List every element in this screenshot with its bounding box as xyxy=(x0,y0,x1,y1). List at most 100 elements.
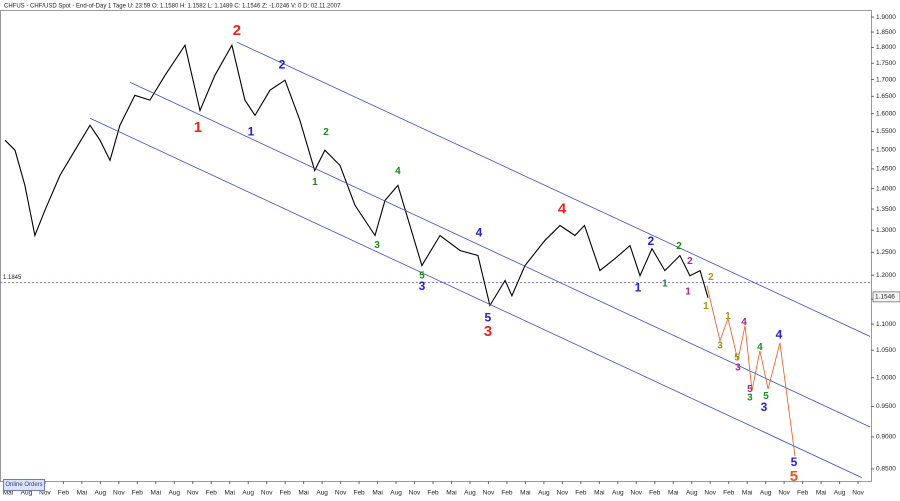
wave-label: 2 xyxy=(708,272,714,283)
x-tick-label: Aug xyxy=(612,490,624,497)
wave-label: 1 xyxy=(248,124,255,138)
x-tick-label: Mai xyxy=(816,490,826,497)
wave-label: 5 xyxy=(763,391,769,402)
x-tick-label: Feb xyxy=(427,490,439,497)
wave-label: 3 xyxy=(747,392,753,403)
y-tick-label: 1.8500 xyxy=(876,29,896,36)
x-tick-label: Mai xyxy=(594,490,604,497)
x-tick-label: Aug xyxy=(760,490,772,497)
x-tick-label: Aug xyxy=(95,490,107,497)
wave-label: 3 xyxy=(484,323,492,340)
wave-label: 2 xyxy=(648,234,655,248)
y-tick-label: 0.8500 xyxy=(876,466,896,473)
wave-label: 3 xyxy=(717,341,723,352)
y-tick-label: 0.9000 xyxy=(876,434,896,441)
wave-label: 3 xyxy=(735,362,741,373)
wave-label: 1 xyxy=(635,281,642,295)
y-tick-label: 1.2500 xyxy=(876,249,896,256)
reference-label: 1.1845 xyxy=(3,275,22,281)
x-tick-label: Feb xyxy=(353,490,365,497)
y-tick-label: 0.9500 xyxy=(876,403,896,410)
x-tick-label: Aug xyxy=(390,490,402,497)
x-tick-label: Aug xyxy=(316,490,328,497)
plot-frame xyxy=(0,10,872,482)
y-tick-label: 1.9000 xyxy=(876,14,896,21)
wave-label: 3 xyxy=(761,400,768,414)
wave-label: 3 xyxy=(374,240,380,251)
x-tick-label: Nov xyxy=(704,490,716,497)
x-tick-label: Mai xyxy=(668,490,678,497)
y-tick-label: 1.7000 xyxy=(876,76,896,83)
x-tick-label: Nov xyxy=(261,490,273,497)
x-tick-label: Feb xyxy=(206,490,218,497)
wave-label: 2 xyxy=(676,241,682,252)
x-tick-label: Aug xyxy=(168,490,180,497)
y-tick-label: 1.3500 xyxy=(876,206,896,213)
y-tick-label: 1.3000 xyxy=(876,227,896,234)
online-orders-button[interactable]: Online Orders xyxy=(3,479,45,491)
x-tick-label: Aug xyxy=(242,490,254,497)
x-tick-label: Feb xyxy=(649,490,661,497)
x-tick-label: Mai xyxy=(372,490,382,497)
x-tick-label: Aug xyxy=(834,490,846,497)
x-tick-label: Aug xyxy=(686,490,698,497)
y-tick-label: 1.8000 xyxy=(876,44,896,51)
last-price-label: 1.1546 xyxy=(875,294,895,301)
y-tick-label: 1.0500 xyxy=(876,347,896,354)
y-tick-label: 1.2000 xyxy=(876,272,896,279)
wave-label: 1 xyxy=(685,287,691,298)
wave-label: 1 xyxy=(725,311,731,322)
wave-label: 2 xyxy=(687,256,693,267)
x-tick-label: Mai xyxy=(446,490,456,497)
x-tick-label: Mai xyxy=(3,490,13,497)
x-tick-label: Feb xyxy=(132,490,144,497)
wave-label: 5 xyxy=(790,468,798,485)
x-tick-label: Nov xyxy=(852,490,864,497)
wave-label: 2 xyxy=(279,57,286,71)
x-tick-label: Nov xyxy=(335,490,347,497)
x-tick-label: Aug xyxy=(464,490,476,497)
wave-label: 2 xyxy=(233,22,241,39)
wave-label: 5 xyxy=(419,270,425,281)
y-tick-label: 1.6000 xyxy=(876,110,896,117)
x-tick-label: Nov xyxy=(187,490,199,497)
last-price-box xyxy=(872,291,900,303)
chart-header: CHFUS - CHF/USD Spot - End-of-Day 1 Tage… xyxy=(4,4,341,10)
wave-label: 1 xyxy=(194,119,202,136)
series-line xyxy=(129,81,871,428)
wave-label: 1 xyxy=(312,177,318,188)
x-tick-label: Feb xyxy=(575,490,587,497)
x-tick-label: Feb xyxy=(280,490,292,497)
wave-label: 4 xyxy=(757,342,763,353)
y-tick-label: 1.1000 xyxy=(876,321,896,328)
x-tick-label: Mai xyxy=(151,490,161,497)
wave-label: 4 xyxy=(776,328,783,342)
y-tick-label: 1.0000 xyxy=(876,374,896,381)
x-tick-label: Mai xyxy=(742,490,752,497)
y-tick-label: 1.7500 xyxy=(876,60,896,67)
y-tick-label: 1.5000 xyxy=(876,147,896,154)
y-tick-label: 1.4500 xyxy=(876,166,896,173)
x-tick-label: Nov xyxy=(39,490,51,497)
wave-label: 5 xyxy=(485,311,492,325)
series-line xyxy=(89,117,862,478)
x-tick-label: Feb xyxy=(797,490,809,497)
x-tick-label: Nov xyxy=(113,490,125,497)
x-tick-label: Mai xyxy=(77,490,87,497)
x-tick-label: Nov xyxy=(557,490,569,497)
x-tick-label: Mai xyxy=(224,490,234,497)
x-tick-label: Mai xyxy=(520,490,530,497)
x-tick-label: Mai xyxy=(298,490,308,497)
price-line xyxy=(4,43,709,307)
wave-label: 1 xyxy=(662,278,668,289)
wave-label: 1 xyxy=(703,301,709,312)
series-line xyxy=(706,285,796,456)
x-tick-label: Feb xyxy=(723,490,735,497)
y-tick-label: 1.5500 xyxy=(876,128,896,135)
y-tick-label: 1.6500 xyxy=(876,93,896,100)
wave-label: 3 xyxy=(419,279,426,293)
wave-label: 4 xyxy=(395,166,401,177)
x-tick-label: Feb xyxy=(58,490,70,497)
